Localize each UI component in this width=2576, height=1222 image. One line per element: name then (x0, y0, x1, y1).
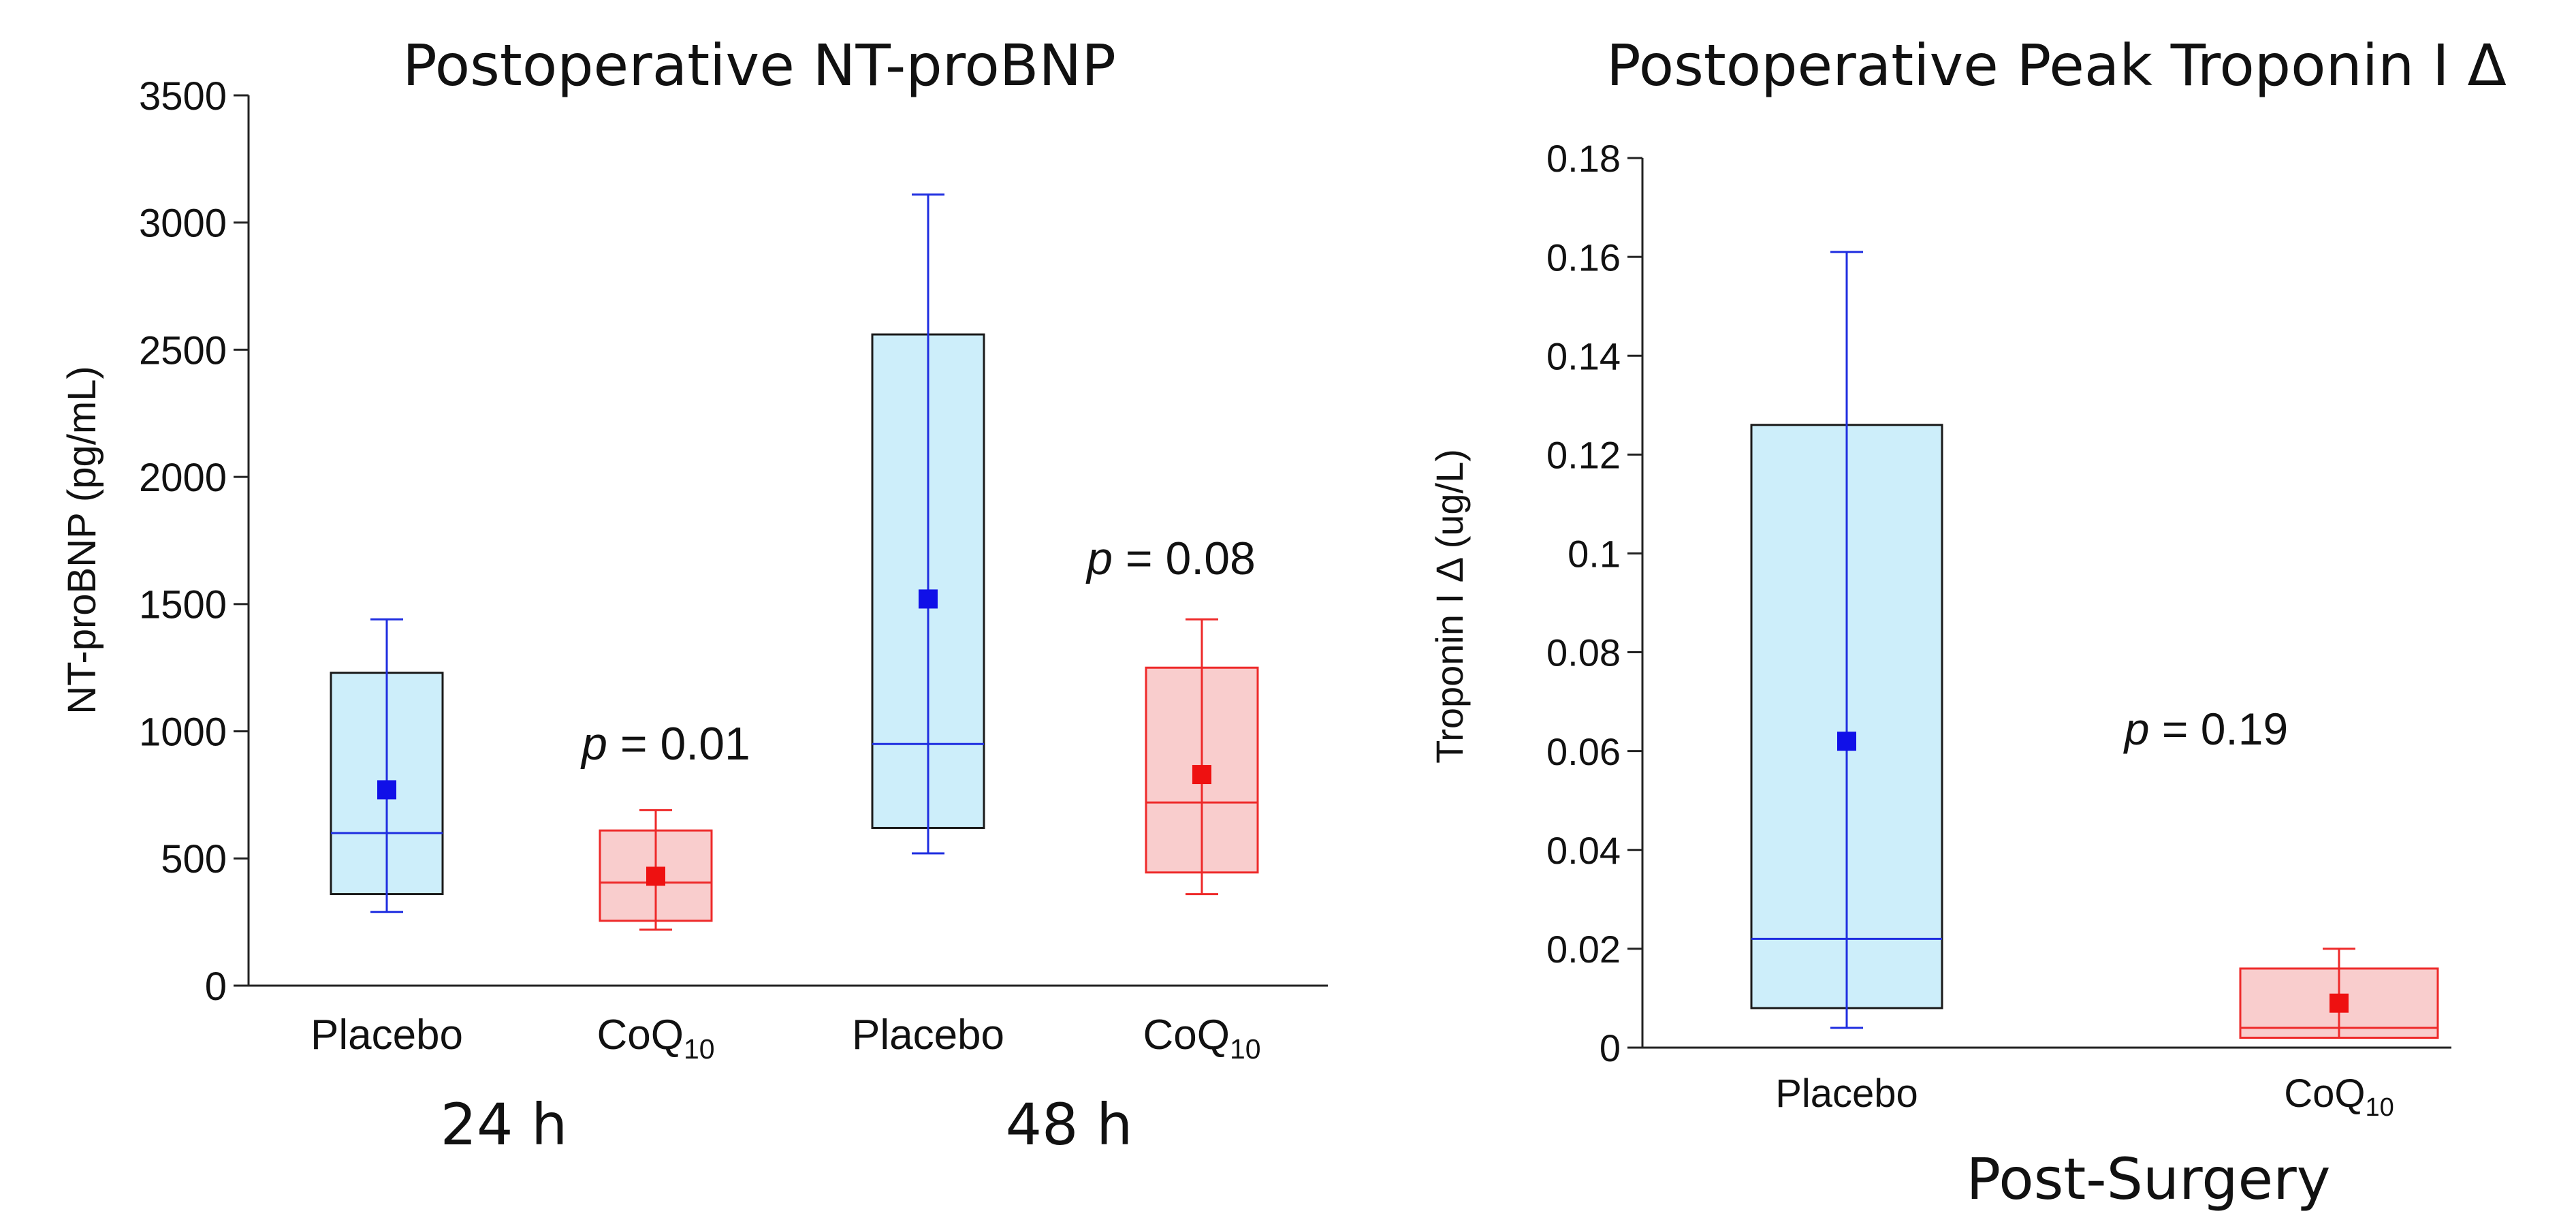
ntprobnp-y-tick-label: 2000 (139, 456, 227, 500)
ntprobnp-group-label: 48 h (1006, 1091, 1133, 1158)
ntprobnp-24h-placebo-mean-marker (377, 780, 396, 800)
troponin-y-tick-label: 0 (1600, 1027, 1621, 1069)
ntprobnp-category-label: Placebo (852, 1012, 1004, 1059)
ntprobnp-24h-coq10-mean-marker (646, 866, 665, 886)
ntprobnp-p-value-24h: p = 0.01 (580, 718, 750, 770)
ntprobnp-category-label: CoQ10 (1143, 1012, 1260, 1065)
ntprobnp-48h-placebo-mean-marker (919, 589, 938, 609)
ntprobnp-y-tick-label: 1000 (139, 710, 227, 754)
troponin-y-tick-label: 0.06 (1546, 730, 1621, 773)
ntprobnp-y-tick-label: 1500 (139, 583, 227, 627)
troponin-y-tick-label: 0.12 (1546, 433, 1621, 476)
troponin-y-tick-label: 0.08 (1546, 631, 1621, 674)
ntprobnp-y-tick-label: 3500 (139, 74, 227, 119)
troponin-y-axis-label: Troponin I Δ (ug/L) (1428, 449, 1471, 764)
ntprobnp-y-tick-label: 500 (161, 837, 227, 881)
ntprobnp-y-tick-label: 2500 (139, 328, 227, 373)
ntprobnp-48h-coq10-mean-marker (1192, 765, 1211, 785)
troponin-y-tick-label: 0.04 (1546, 829, 1621, 872)
troponin-coq10-mean-marker (2329, 993, 2349, 1013)
troponin-y-tick-label: 0.18 (1546, 137, 1621, 180)
troponin-category-label: Placebo (1775, 1071, 1918, 1116)
ntprobnp-category-label: Placebo (311, 1012, 463, 1059)
ntprobnp-y-tick-label: 0 (205, 965, 227, 1009)
ntprobnp-p-value-48h: p = 0.08 (1085, 533, 1256, 584)
troponin-y-tick-label: 0.02 (1546, 928, 1621, 971)
ntprobnp-category-label: CoQ10 (597, 1012, 714, 1065)
troponin-category-label: CoQ10 (2284, 1071, 2394, 1122)
ntprobnp-chart-title: Postoperative NT-proBNP (402, 32, 1116, 99)
ntprobnp-group-label: 24 h (441, 1091, 568, 1158)
troponin-p-value: p = 0.19 (2123, 704, 2288, 754)
troponin-y-tick-label: 0.16 (1546, 236, 1621, 279)
troponin-placebo-mean-marker (1837, 732, 1856, 751)
troponin-y-tick-label: 0.14 (1546, 334, 1621, 377)
troponin-chart-title: Postoperative Peak Troponin I Δ (1606, 32, 2507, 99)
troponin-x-axis-label: Post-Surgery (1967, 1146, 2331, 1212)
troponin-chart: 0 0.02 0.04 0.06 0.08 0.1 0.12 0.14 0.16 0.18 Post… (1428, 32, 2507, 1212)
ntprobnp-chart: 0 500 1000 1500 2000 2500 3000 3500 Postoperativ… (60, 32, 1328, 1158)
troponin-y-tick-label: 0.1 (1568, 533, 1621, 576)
ntprobnp-y-axis-label: NT-proBNP (pg/mL) (60, 366, 104, 714)
ntprobnp-y-tick-label: 3000 (139, 202, 227, 246)
